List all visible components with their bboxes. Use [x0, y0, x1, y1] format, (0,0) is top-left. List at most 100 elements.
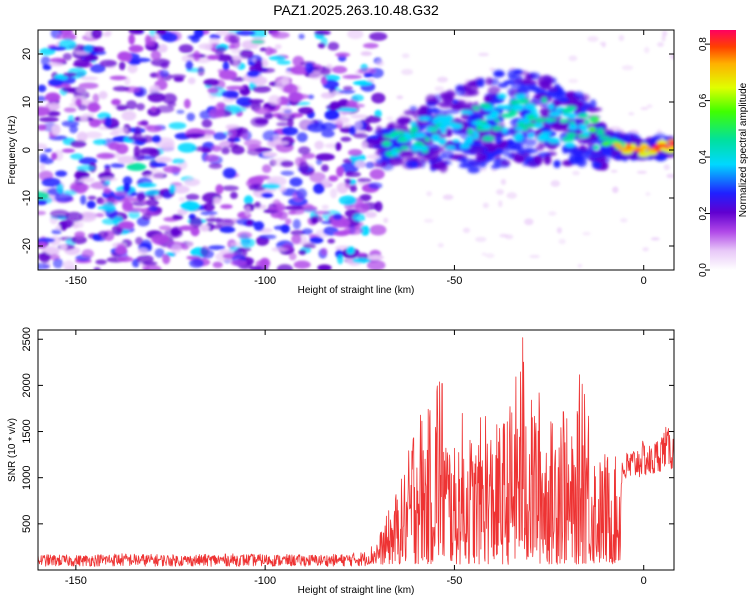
heatmap-cell	[324, 109, 340, 121]
heatmap-cell	[601, 141, 611, 147]
heatmap-cell	[445, 89, 455, 100]
heatmap-cell	[600, 147, 614, 155]
heatmap-cell	[128, 60, 141, 66]
heatmap-cell	[204, 154, 219, 162]
heatmap-cell	[145, 190, 161, 196]
heatmap-cell	[262, 164, 272, 174]
heatmap-cell	[426, 148, 441, 155]
heatmap-cell	[454, 86, 466, 96]
heatmap-cell	[498, 200, 503, 208]
heatmap-cell	[620, 218, 628, 223]
heatmap-cell	[568, 55, 578, 62]
heatmap-cell	[537, 75, 554, 86]
heatmap-cell	[38, 253, 52, 260]
heatmap-cell	[353, 80, 373, 86]
heatmap-cell	[171, 158, 185, 164]
heatmap-cell	[122, 202, 134, 213]
heatmap-cell	[60, 244, 68, 251]
heatmap-cell	[609, 126, 621, 131]
heatmap-cell	[403, 131, 410, 139]
heatmap-cell	[383, 217, 389, 224]
heatmap-cell	[593, 145, 600, 150]
heatmap-cell	[481, 252, 487, 256]
heatmap-cell	[271, 31, 290, 39]
heatmap-cell	[591, 159, 598, 169]
heatmap-cell	[135, 236, 144, 245]
heatmap-cell	[459, 143, 470, 149]
heatmap-cell	[70, 140, 87, 148]
heatmap-cell	[513, 155, 525, 163]
heatmap-cell	[216, 102, 226, 108]
heatmap-cell	[40, 56, 51, 67]
snr-frame	[37, 329, 675, 571]
heatmap-cell	[288, 91, 304, 103]
heatmap-cell	[149, 30, 156, 37]
heatmap-cell	[219, 249, 235, 254]
heatmap-cell	[183, 98, 191, 109]
heatmap-cell	[476, 79, 483, 88]
heatmap-cell	[639, 145, 649, 150]
heatmap-cell	[577, 137, 587, 144]
heatmap-cell	[283, 243, 294, 252]
heatmap-cell	[146, 199, 159, 207]
heatmap-cell	[279, 106, 293, 117]
heatmap-cell	[177, 142, 197, 153]
heatmap-cell	[517, 122, 526, 128]
heatmap-cell	[73, 182, 88, 194]
heatmap-cell	[38, 124, 47, 131]
heatmap-cell	[306, 122, 327, 133]
heatmap-cell	[81, 249, 94, 259]
snr-y-tick-label: 1000	[21, 465, 33, 489]
heatmap-cell	[575, 149, 591, 155]
heatmap-cell	[126, 162, 147, 171]
heatmap-cell	[259, 47, 267, 52]
heatmap-cell	[561, 122, 569, 129]
heatmap-cell	[490, 164, 501, 169]
heatmap-cell	[208, 37, 220, 45]
heatmap-cell	[193, 30, 205, 38]
heatmap-cell	[216, 46, 227, 53]
heatmap-cell	[444, 127, 452, 134]
heatmap-cell	[354, 120, 363, 131]
heatmap-cell	[431, 133, 441, 140]
heatmap-cell	[102, 32, 111, 37]
heatmap-x-label: Height of straight line (km)	[298, 285, 415, 296]
heatmap-cell	[101, 218, 120, 225]
heatmap-cell	[497, 82, 509, 88]
heatmap-cell	[491, 125, 503, 131]
heatmap-cell	[661, 34, 666, 42]
heatmap-cell	[43, 148, 53, 153]
heatmap-cell	[322, 178, 331, 188]
heatmap-cell	[236, 96, 253, 107]
heatmap-cell	[327, 41, 340, 51]
heatmap-cell	[201, 119, 213, 128]
heatmap-cell	[360, 225, 370, 236]
heatmap-cell	[121, 110, 137, 121]
heatmap-cell	[170, 228, 180, 237]
heatmap-cell	[243, 195, 254, 205]
heatmap-cell	[543, 155, 552, 165]
heatmap-cell	[572, 170, 580, 176]
heatmap-cell	[577, 113, 589, 118]
heatmap-cell	[46, 111, 61, 117]
heatmap-cell	[147, 92, 166, 103]
heatmap-cell	[590, 117, 597, 122]
heatmap-cell	[215, 184, 224, 195]
heatmap-cell	[54, 193, 73, 203]
heatmap-cell	[493, 71, 505, 77]
heatmap-cell	[489, 112, 499, 119]
heatmap-cell	[534, 117, 547, 123]
heatmap-cell	[401, 53, 410, 59]
heatmap-cell	[302, 243, 316, 249]
heatmap-cell	[284, 205, 305, 211]
heatmap-cell	[368, 182, 383, 190]
heatmap-cell	[52, 258, 64, 269]
heatmap-cell	[173, 77, 184, 82]
heatmap-cell	[501, 140, 509, 145]
heatmap-cell	[647, 147, 653, 151]
heatmap-cell	[571, 100, 584, 108]
heatmap-cell	[77, 104, 88, 111]
heatmap-cell	[511, 80, 525, 90]
heatmap-y-label: Frequency (Hz)	[7, 116, 18, 185]
heatmap-cell	[252, 85, 271, 93]
